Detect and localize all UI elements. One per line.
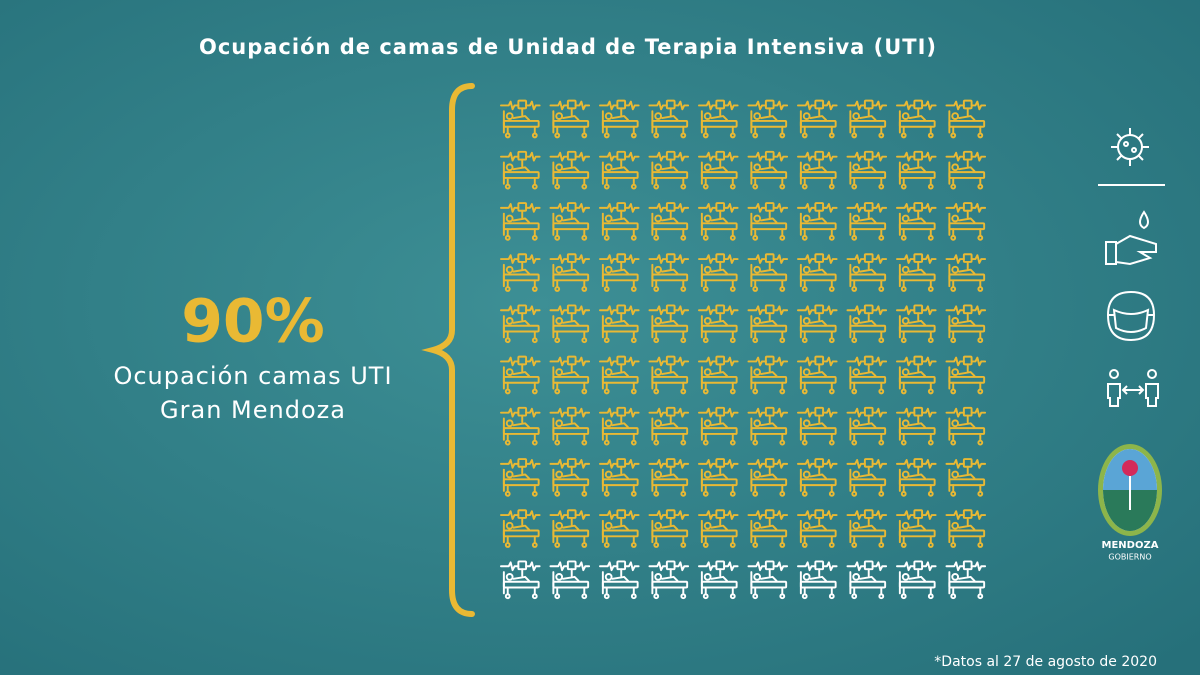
- value-caption: Gran Mendoza: [160, 396, 346, 424]
- logo: MENDOZA GOBIERNO: [1098, 444, 1162, 562]
- chart-title: Ocupación de camas de Unidad de Terapia …: [199, 35, 937, 59]
- value-caption: Ocupación camas UTI: [113, 362, 392, 390]
- logo-text: MENDOZA: [1102, 540, 1159, 551]
- side-icons: [1098, 128, 1165, 407]
- brace: [421, 83, 475, 617]
- logo-text: GOBIERNO: [1108, 553, 1151, 562]
- footnote: *Datos al 27 de agosto de 2020: [934, 654, 1157, 670]
- big-value: 90%: [181, 287, 325, 357]
